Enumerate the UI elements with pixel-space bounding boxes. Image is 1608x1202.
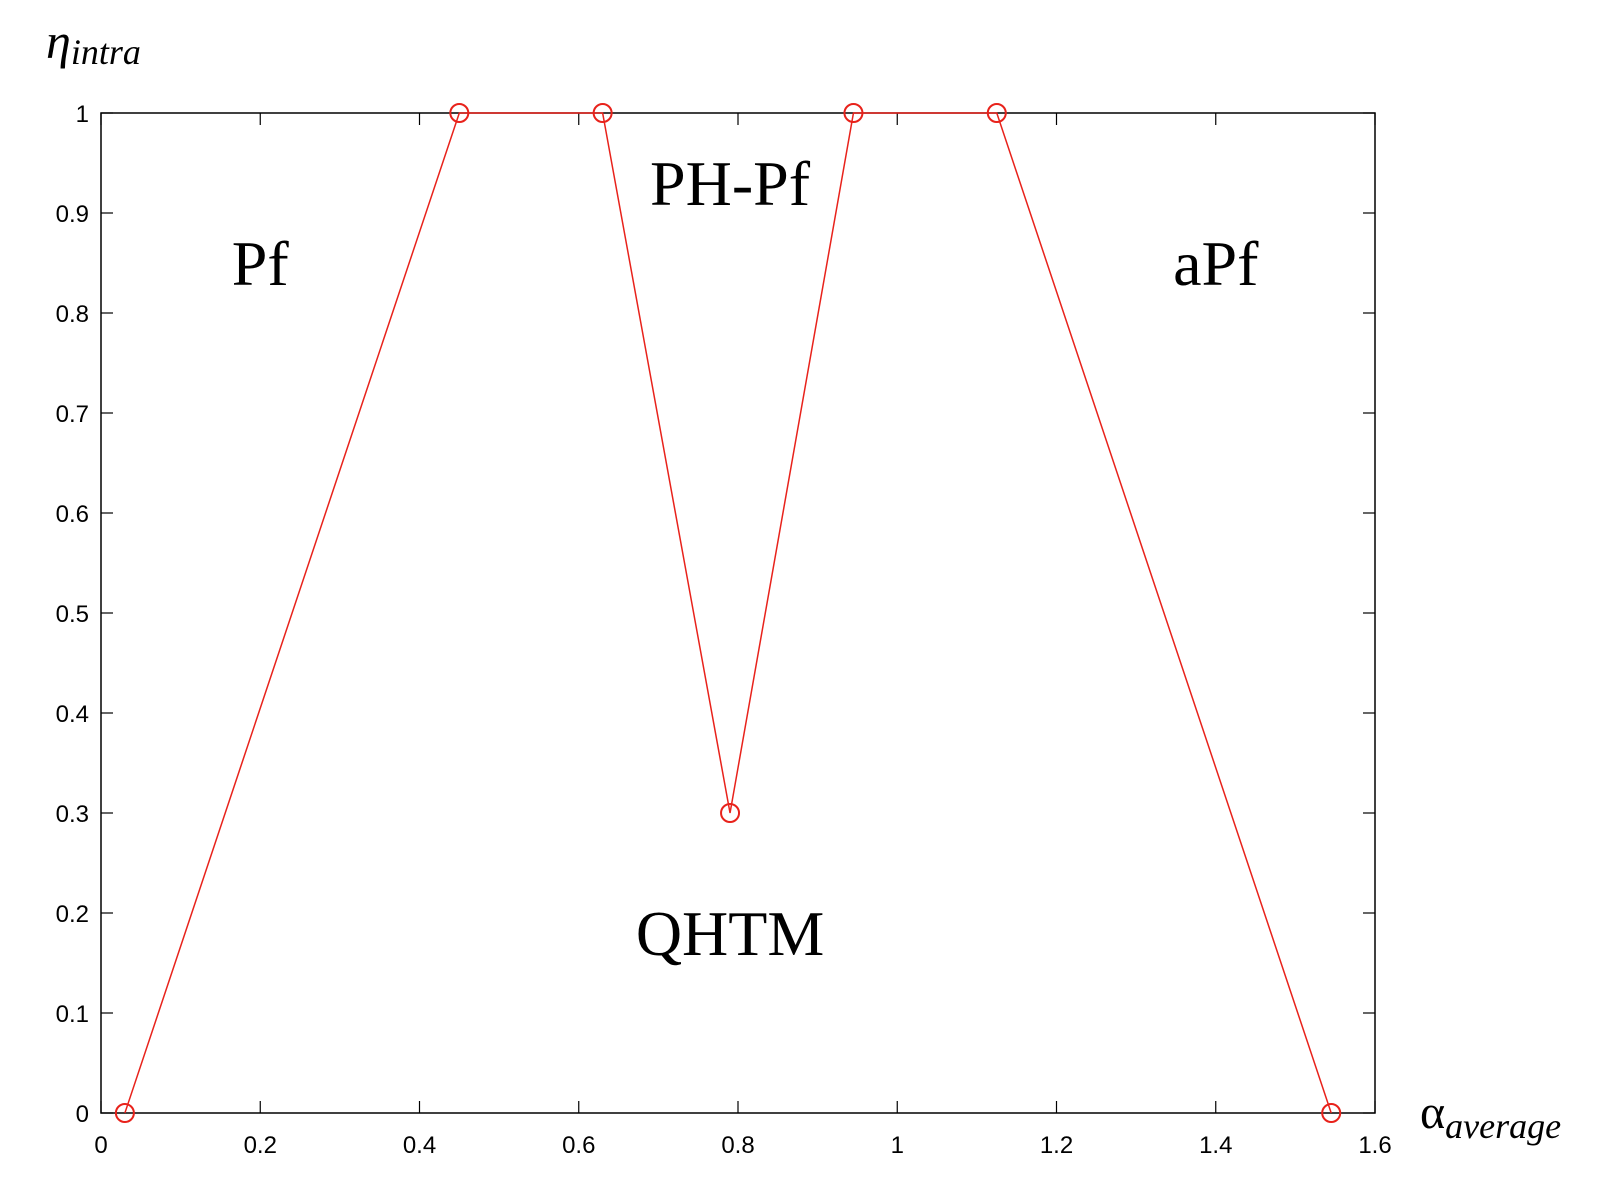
x-tick-label: 0.6 <box>562 1132 595 1159</box>
region-labels: Pf PH-Pf aPf QHTM <box>232 148 1259 969</box>
data-point <box>449 103 470 123</box>
region-label: Pf <box>232 228 290 299</box>
y-tick-labels: 0 0.1 0.2 0.3 0.4 0.5 0.6 0.7 0.8 0.9 1 <box>56 101 89 1128</box>
x-tick-label: 0 <box>94 1132 107 1159</box>
y-tick-label: 0.9 <box>56 201 89 228</box>
y-tick-label: 0.2 <box>56 901 89 928</box>
region-label: PH-Pf <box>650 148 811 219</box>
x-tick-label: 0.2 <box>244 1132 277 1159</box>
y-axis-label-main: η <box>46 13 71 69</box>
x-tick-label: 1 <box>891 1132 904 1159</box>
y-axis-label-sub: intra <box>71 32 141 72</box>
y-tick-label: 0.8 <box>56 301 89 328</box>
data-point <box>114 1103 135 1123</box>
y-tick-label: 0.7 <box>56 401 89 428</box>
x-tick-label: 0.4 <box>403 1132 436 1159</box>
y-tick-label: 0 <box>76 1101 89 1128</box>
y-axis-label: ηintra <box>46 13 141 72</box>
y-tick-label: 0.4 <box>56 701 89 728</box>
series-line <box>124 112 1332 1114</box>
data-point <box>592 103 613 123</box>
x-axis-label-sub: average <box>1445 1106 1561 1146</box>
x-tick-label: 0.8 <box>721 1132 754 1159</box>
series-group <box>114 103 1342 1123</box>
y-tick-label: 0.3 <box>56 801 89 828</box>
y-tick-label: 0.5 <box>56 601 89 628</box>
data-point <box>720 803 741 823</box>
x-axis-label-main: α <box>1420 1086 1445 1139</box>
region-label: QHTM <box>636 898 824 969</box>
axis-ticks <box>100 112 1376 1114</box>
y-tick-label: 0.6 <box>56 501 89 528</box>
data-point <box>1321 1103 1342 1123</box>
x-tick-label: 1.4 <box>1199 1132 1232 1159</box>
x-tick-label: 1.6 <box>1358 1132 1391 1159</box>
y-tick-label: 1 <box>76 101 89 128</box>
x-tick-labels: 0 0.2 0.4 0.6 0.8 1 1.2 1.4 1.6 <box>94 1132 1391 1159</box>
x-axis-label: αaverage <box>1420 1086 1561 1146</box>
data-point <box>986 103 1007 123</box>
x-tick-label: 1.2 <box>1040 1132 1073 1159</box>
region-label: aPf <box>1173 228 1259 299</box>
y-tick-label: 0.1 <box>56 1001 89 1028</box>
plot-area <box>100 112 1376 1114</box>
data-point <box>843 103 864 123</box>
